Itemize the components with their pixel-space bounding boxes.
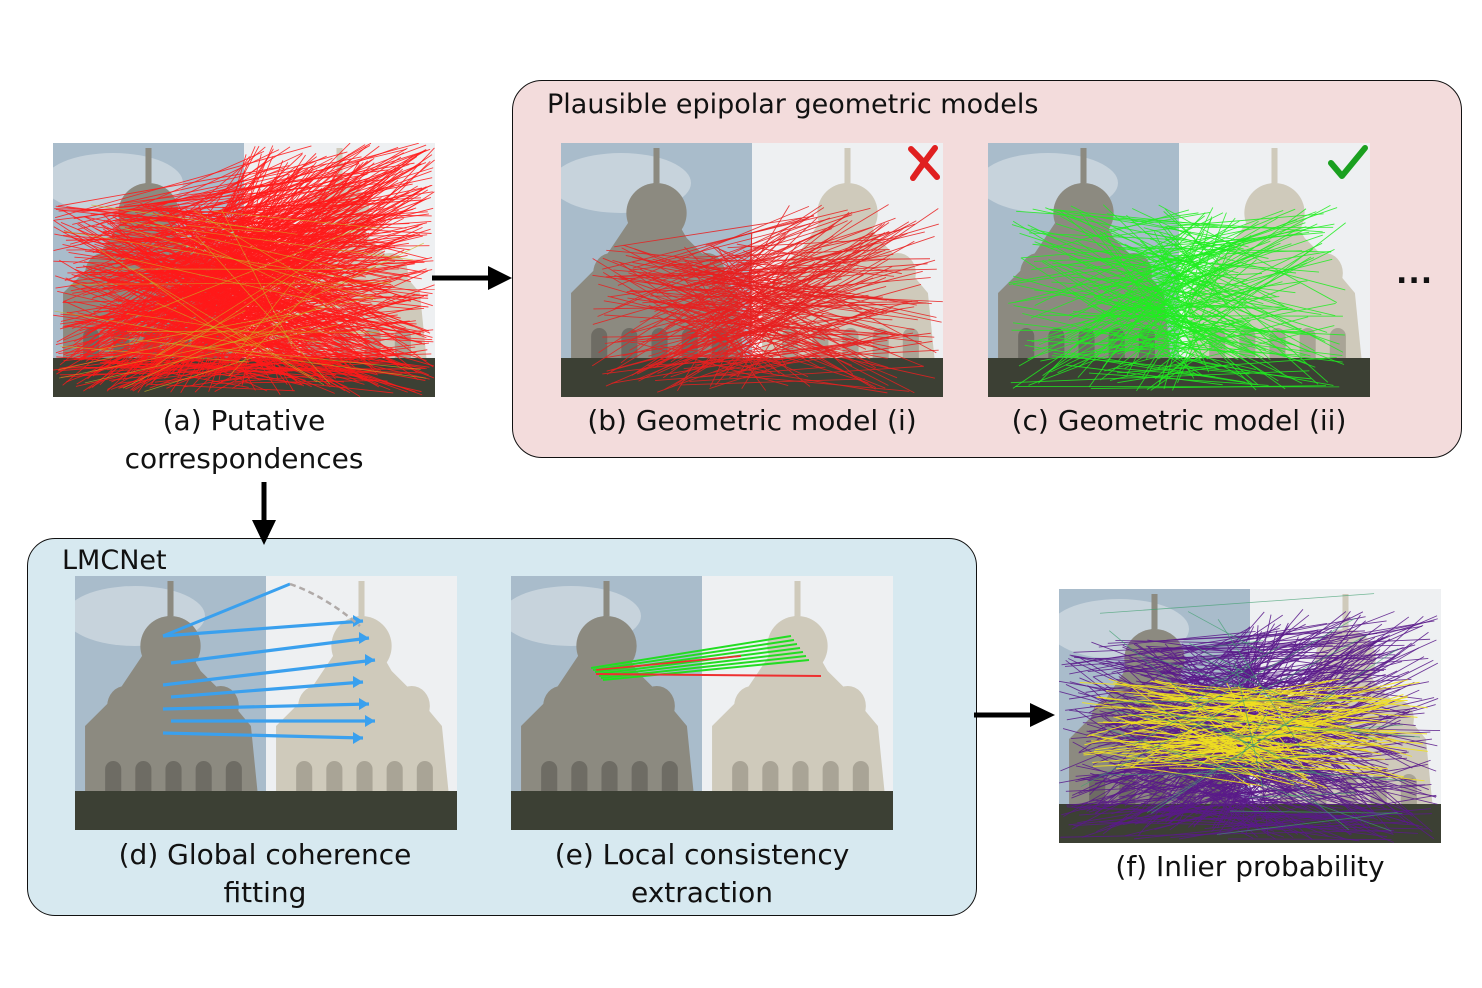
- more-models-ellipsis: ...: [1396, 256, 1434, 291]
- caption-d-line1: (d) Global coherence: [118, 838, 412, 871]
- correspondence-lines: [1059, 593, 1441, 843]
- caption-b: (b) Geometric model (i): [587, 404, 917, 437]
- caption-e: (e) Local consistency extraction: [527, 836, 877, 912]
- arrow-a-to-lmcnet: [252, 482, 276, 545]
- caption-c: (c) Geometric model (ii): [1011, 404, 1347, 437]
- plausible-models-title: Plausible epipolar geometric models: [547, 89, 1039, 120]
- caption-e-line1: (e) Local consistency: [554, 838, 850, 871]
- panel-d-global-image: [75, 576, 457, 830]
- caption-d: (d) Global coherence fitting: [90, 836, 440, 912]
- check-icon: [1328, 145, 1368, 179]
- correspondence-lines: [53, 143, 435, 397]
- panel-f-inlier-image: [1059, 589, 1441, 843]
- arrow-lmcnet-to-f: [974, 703, 1055, 727]
- caption-a: (a) Putative correspondences: [94, 402, 394, 478]
- caption-a-line1: (a) Putative: [162, 404, 326, 437]
- left-photo: [511, 576, 702, 830]
- panel-a-putative-image: [53, 143, 435, 397]
- correspondence-lines: [591, 204, 943, 394]
- right-photo: [702, 576, 893, 830]
- arrow-a-to-models: [432, 266, 512, 290]
- caption-d-line2: fitting: [223, 876, 307, 909]
- caption-f: (f) Inlier probability: [1115, 850, 1385, 883]
- lmcnet-title: LMCNet: [62, 545, 167, 576]
- caption-a-line2: correspondences: [124, 442, 364, 475]
- panel-b-model-i-image: [561, 143, 943, 397]
- correspondence-lines: [1008, 204, 1346, 392]
- cross-icon: [908, 145, 940, 181]
- panel-e-local-image: [511, 576, 893, 830]
- panel-c-model-ii-image: [988, 143, 1370, 397]
- caption-e-line2: extraction: [631, 876, 773, 909]
